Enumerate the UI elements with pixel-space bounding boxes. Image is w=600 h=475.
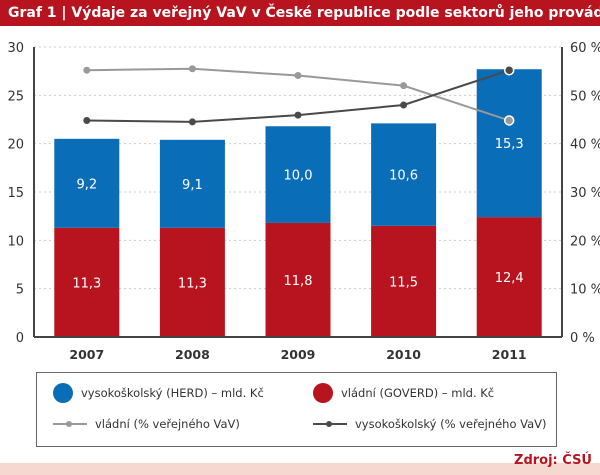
line-point bbox=[83, 66, 91, 74]
bar-herd bbox=[265, 126, 331, 223]
x-tick-label: 2007 bbox=[69, 347, 104, 362]
source-note: Zdroj: ČSÚ bbox=[514, 453, 592, 468]
bar-data-label: 9,1 bbox=[182, 178, 203, 193]
bar-herd bbox=[371, 123, 437, 226]
legend: vysokoškolský (HERD) – mld. Kč vládní (G… bbox=[36, 372, 557, 447]
bar-goverd bbox=[159, 227, 225, 337]
bar-herd bbox=[476, 69, 542, 218]
bar-herd bbox=[159, 139, 225, 228]
legend-item-he-pct: vysokoškolský (% veřejného VaV) bbox=[313, 417, 547, 431]
legend-label: vládní (GOVERD) – mld. Kč bbox=[341, 386, 495, 400]
bar-data-label: 11,3 bbox=[178, 276, 207, 291]
chart-plot: 0 5 10 15 20 25 30 0 % 10 % 20 % 30 % 40 % 50 % 60 % 1… bbox=[7, 41, 600, 362]
bar-goverd bbox=[54, 227, 120, 337]
legend-item-goverd: vládní (GOVERD) – mld. Kč bbox=[313, 383, 494, 403]
line-point bbox=[400, 82, 408, 90]
line-point bbox=[188, 65, 196, 73]
y2-tick-label: 60 % bbox=[570, 41, 600, 56]
footer-band bbox=[0, 463, 600, 475]
legend-swatch bbox=[313, 383, 333, 403]
chart-title: Graf 1 | Výdaje za veřejný VaV v České r… bbox=[0, 0, 600, 26]
legend-label: vládní (% veřejného VaV) bbox=[95, 417, 240, 431]
bar-goverd bbox=[265, 222, 331, 337]
y2-tick-label: 40 % bbox=[570, 138, 600, 153]
legend-item-herd: vysokoškolský (HERD) – mld. Kč bbox=[53, 383, 264, 403]
bar-data-label: 11,8 bbox=[284, 274, 313, 289]
bar-goverd bbox=[371, 225, 437, 337]
x-tick-label: 2011 bbox=[492, 347, 527, 362]
y-tick-label: 20 bbox=[7, 138, 24, 153]
legend-line-symbol bbox=[53, 419, 87, 429]
y-tick-label: 25 bbox=[7, 89, 24, 104]
legend-label: vysokoškolský (HERD) – mld. Kč bbox=[81, 386, 264, 400]
y-tick-label: 15 bbox=[7, 186, 24, 201]
x-tick-label: 2010 bbox=[386, 347, 421, 362]
legend-item-gov-pct: vládní (% veřejného VaV) bbox=[53, 417, 240, 431]
y2-tick-label: 50 % bbox=[570, 89, 600, 104]
y2-tick-label: 0 % bbox=[570, 331, 595, 346]
bar-herd bbox=[54, 138, 120, 228]
y-tick-label: 30 bbox=[7, 41, 24, 56]
bar-data-label: 10,6 bbox=[389, 169, 418, 184]
y-tick-label: 10 bbox=[7, 234, 24, 249]
bar-data-label: 10,0 bbox=[284, 169, 313, 184]
y-tick-label: 0 bbox=[16, 331, 24, 346]
line-point bbox=[503, 64, 515, 76]
x-tick-label: 2008 bbox=[175, 347, 210, 362]
bar-data-label: 15,3 bbox=[495, 137, 524, 152]
legend-swatch bbox=[53, 383, 73, 403]
line-point bbox=[294, 111, 302, 119]
line-point bbox=[503, 115, 515, 126]
x-tick-label: 2009 bbox=[281, 347, 316, 362]
y2-tick-label: 30 % bbox=[570, 186, 600, 201]
line-point bbox=[83, 116, 91, 124]
line-point bbox=[188, 118, 196, 126]
bar-data-label: 12,4 bbox=[495, 271, 524, 286]
y2-tick-label: 20 % bbox=[570, 234, 600, 249]
line-point bbox=[400, 101, 408, 109]
y2-tick-label: 10 % bbox=[570, 283, 600, 298]
bar-data-label: 11,3 bbox=[72, 276, 101, 291]
bar-data-label: 9,2 bbox=[76, 177, 97, 192]
bar-data-label: 11,5 bbox=[389, 275, 418, 290]
line-point bbox=[294, 72, 302, 80]
legend-line-symbol bbox=[313, 419, 347, 429]
bar-goverd bbox=[476, 217, 542, 337]
y-tick-label: 5 bbox=[16, 283, 24, 298]
legend-label: vysokoškolský (% veřejného VaV) bbox=[355, 417, 547, 431]
